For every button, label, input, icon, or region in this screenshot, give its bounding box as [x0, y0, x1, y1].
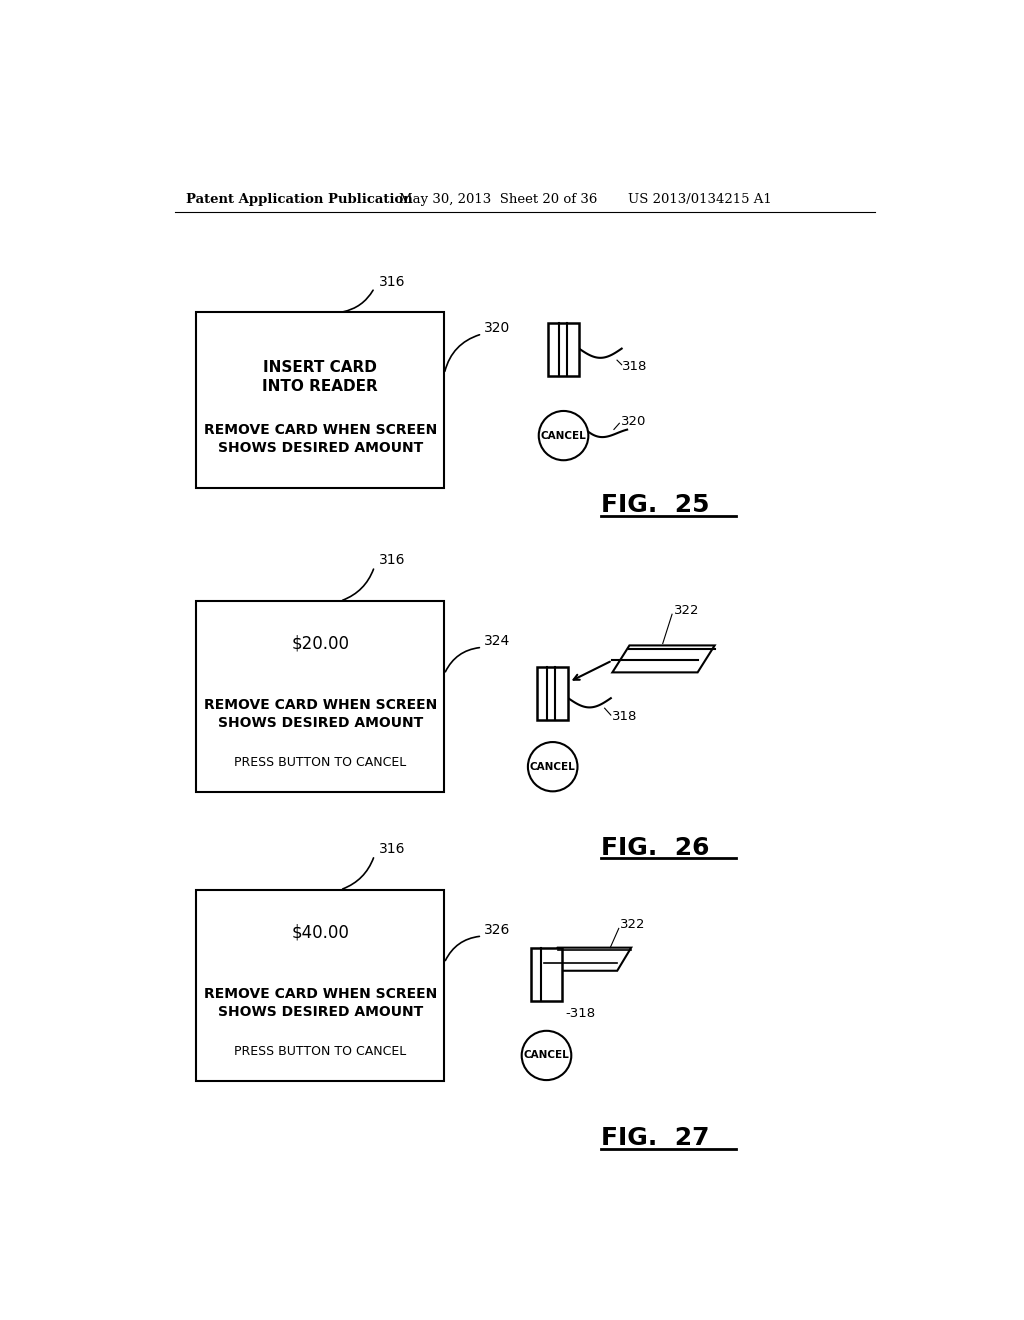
Bar: [197, 890, 444, 1081]
Text: SHOWS DESIRED AMOUNT: SHOWS DESIRED AMOUNT: [217, 715, 423, 730]
Text: INTO READER: INTO READER: [262, 379, 378, 393]
Text: 316: 316: [379, 275, 406, 289]
Text: May 30, 2013  Sheet 20 of 36: May 30, 2013 Sheet 20 of 36: [399, 193, 598, 206]
Bar: [531, 948, 562, 1001]
Text: SHOWS DESIRED AMOUNT: SHOWS DESIRED AMOUNT: [217, 441, 423, 455]
Text: CANCEL: CANCEL: [529, 762, 575, 772]
Text: 320: 320: [621, 416, 646, 428]
Circle shape: [539, 411, 589, 461]
Text: REMOVE CARD WHEN SCREEN: REMOVE CARD WHEN SCREEN: [204, 698, 437, 711]
Bar: [197, 313, 444, 488]
Text: 320: 320: [483, 321, 510, 335]
Text: 322: 322: [621, 917, 646, 931]
Text: US 2013/0134215 A1: US 2013/0134215 A1: [628, 193, 772, 206]
Circle shape: [528, 742, 578, 792]
Text: SHOWS DESIRED AMOUNT: SHOWS DESIRED AMOUNT: [217, 1005, 423, 1019]
Text: 316: 316: [379, 553, 406, 568]
Text: 318: 318: [612, 710, 638, 723]
Text: $20.00: $20.00: [291, 635, 349, 652]
Text: CANCEL: CANCEL: [523, 1051, 569, 1060]
Text: REMOVE CARD WHEN SCREEN: REMOVE CARD WHEN SCREEN: [204, 424, 437, 437]
Polygon shape: [612, 645, 715, 672]
Text: 324: 324: [483, 634, 510, 648]
Text: Patent Application Publication: Patent Application Publication: [186, 193, 413, 206]
Text: -318: -318: [566, 1007, 596, 1019]
Bar: [538, 668, 568, 719]
Text: PRESS BUTTON TO CANCEL: PRESS BUTTON TO CANCEL: [234, 756, 407, 770]
Text: $40.00: $40.00: [291, 923, 349, 941]
Text: FIG.  25: FIG. 25: [601, 492, 710, 517]
Text: CANCEL: CANCEL: [541, 430, 587, 441]
Bar: [548, 323, 579, 376]
Text: REMOVE CARD WHEN SCREEN: REMOVE CARD WHEN SCREEN: [204, 987, 437, 1001]
Text: INSERT CARD: INSERT CARD: [263, 360, 377, 375]
Text: 322: 322: [675, 603, 699, 616]
Text: FIG.  27: FIG. 27: [601, 1126, 710, 1150]
Bar: [197, 601, 444, 792]
Text: FIG.  26: FIG. 26: [601, 836, 710, 859]
Text: 318: 318: [622, 360, 647, 372]
Text: 316: 316: [379, 842, 406, 857]
Text: 326: 326: [483, 923, 510, 937]
Polygon shape: [544, 948, 631, 970]
Text: PRESS BUTTON TO CANCEL: PRESS BUTTON TO CANCEL: [234, 1045, 407, 1059]
Circle shape: [521, 1031, 571, 1080]
